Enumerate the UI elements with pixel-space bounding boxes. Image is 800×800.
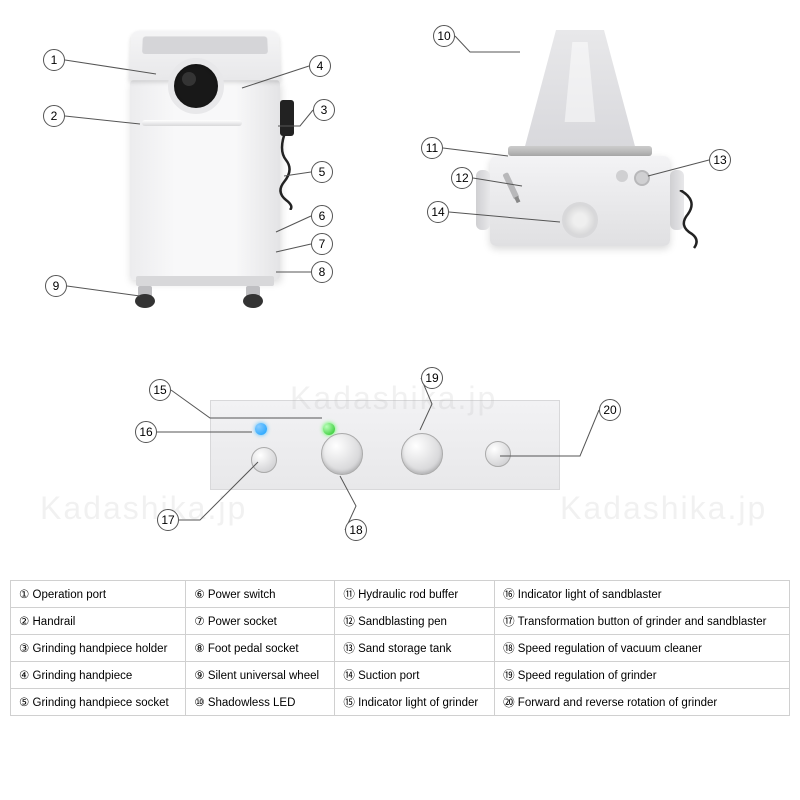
callout-10: 10 [433, 25, 455, 47]
table-cell: ① Operation port [11, 581, 186, 608]
table-cell: ③ Grinding handpiece holder [11, 635, 186, 662]
callout-15: 15 [149, 379, 171, 401]
table-cell: ④ Grinding handpiece [11, 662, 186, 689]
table-cell: ⑨ Silent universal wheel [186, 662, 335, 689]
table-cell: ⑱ Speed regulation of vacuum cleaner [495, 635, 790, 662]
callout-8: 8 [311, 261, 333, 283]
table-cell: ⑮ Indicator light of grinder [335, 689, 495, 716]
table-row: ① Operation port⑥ Power switch⑪ Hydrauli… [11, 581, 790, 608]
table-cell: ⑬ Sand storage tank [335, 635, 495, 662]
legend-table: ① Operation port⑥ Power switch⑪ Hydrauli… [10, 580, 790, 716]
callout-19: 19 [421, 367, 443, 389]
callout-3: 3 [313, 99, 335, 121]
table-cell: ⑭ Suction port [335, 662, 495, 689]
callout-7: 7 [311, 233, 333, 255]
table-cell: ⑤ Grinding handpiece socket [11, 689, 186, 716]
table-cell: ⑩ Shadowless LED [186, 689, 335, 716]
diagram-area: 1234567891011121314151617181920 Kadashik… [0, 0, 800, 560]
callout-14: 14 [427, 201, 449, 223]
table-cell: ⑧ Foot pedal socket [186, 635, 335, 662]
table-cell: ⑫ Sandblasting pen [335, 608, 495, 635]
callout-13: 13 [709, 149, 731, 171]
callout-12: 12 [451, 167, 473, 189]
callout-9: 9 [45, 275, 67, 297]
table-row: ③ Grinding handpiece holder⑧ Foot pedal … [11, 635, 790, 662]
callout-5: 5 [311, 161, 333, 183]
callout-4: 4 [309, 55, 331, 77]
callout-6: 6 [311, 205, 333, 227]
table-cell: ⑰ Transformation button of grinder and s… [495, 608, 790, 635]
leader-lines [0, 0, 800, 560]
table-row: ④ Grinding handpiece⑨ Silent universal w… [11, 662, 790, 689]
table-cell: ⑲ Speed regulation of grinder [495, 662, 790, 689]
table-row: ⑤ Grinding handpiece socket⑩ Shadowless … [11, 689, 790, 716]
table-cell: ⑦ Power socket [186, 608, 335, 635]
callout-1: 1 [43, 49, 65, 71]
callout-2: 2 [43, 105, 65, 127]
table-cell: ⑯ Indicator light of sandblaster [495, 581, 790, 608]
table-cell: ② Handrail [11, 608, 186, 635]
callout-16: 16 [135, 421, 157, 443]
table-cell: ⑥ Power switch [186, 581, 335, 608]
table-row: ② Handrail⑦ Power socket⑫ Sandblasting p… [11, 608, 790, 635]
table-cell: ⑪ Hydraulic rod buffer [335, 581, 495, 608]
callout-17: 17 [157, 509, 179, 531]
callout-11: 11 [421, 137, 443, 159]
table-cell: ⑳ Forward and reverse rotation of grinde… [495, 689, 790, 716]
callout-18: 18 [345, 519, 367, 541]
callout-20: 20 [599, 399, 621, 421]
